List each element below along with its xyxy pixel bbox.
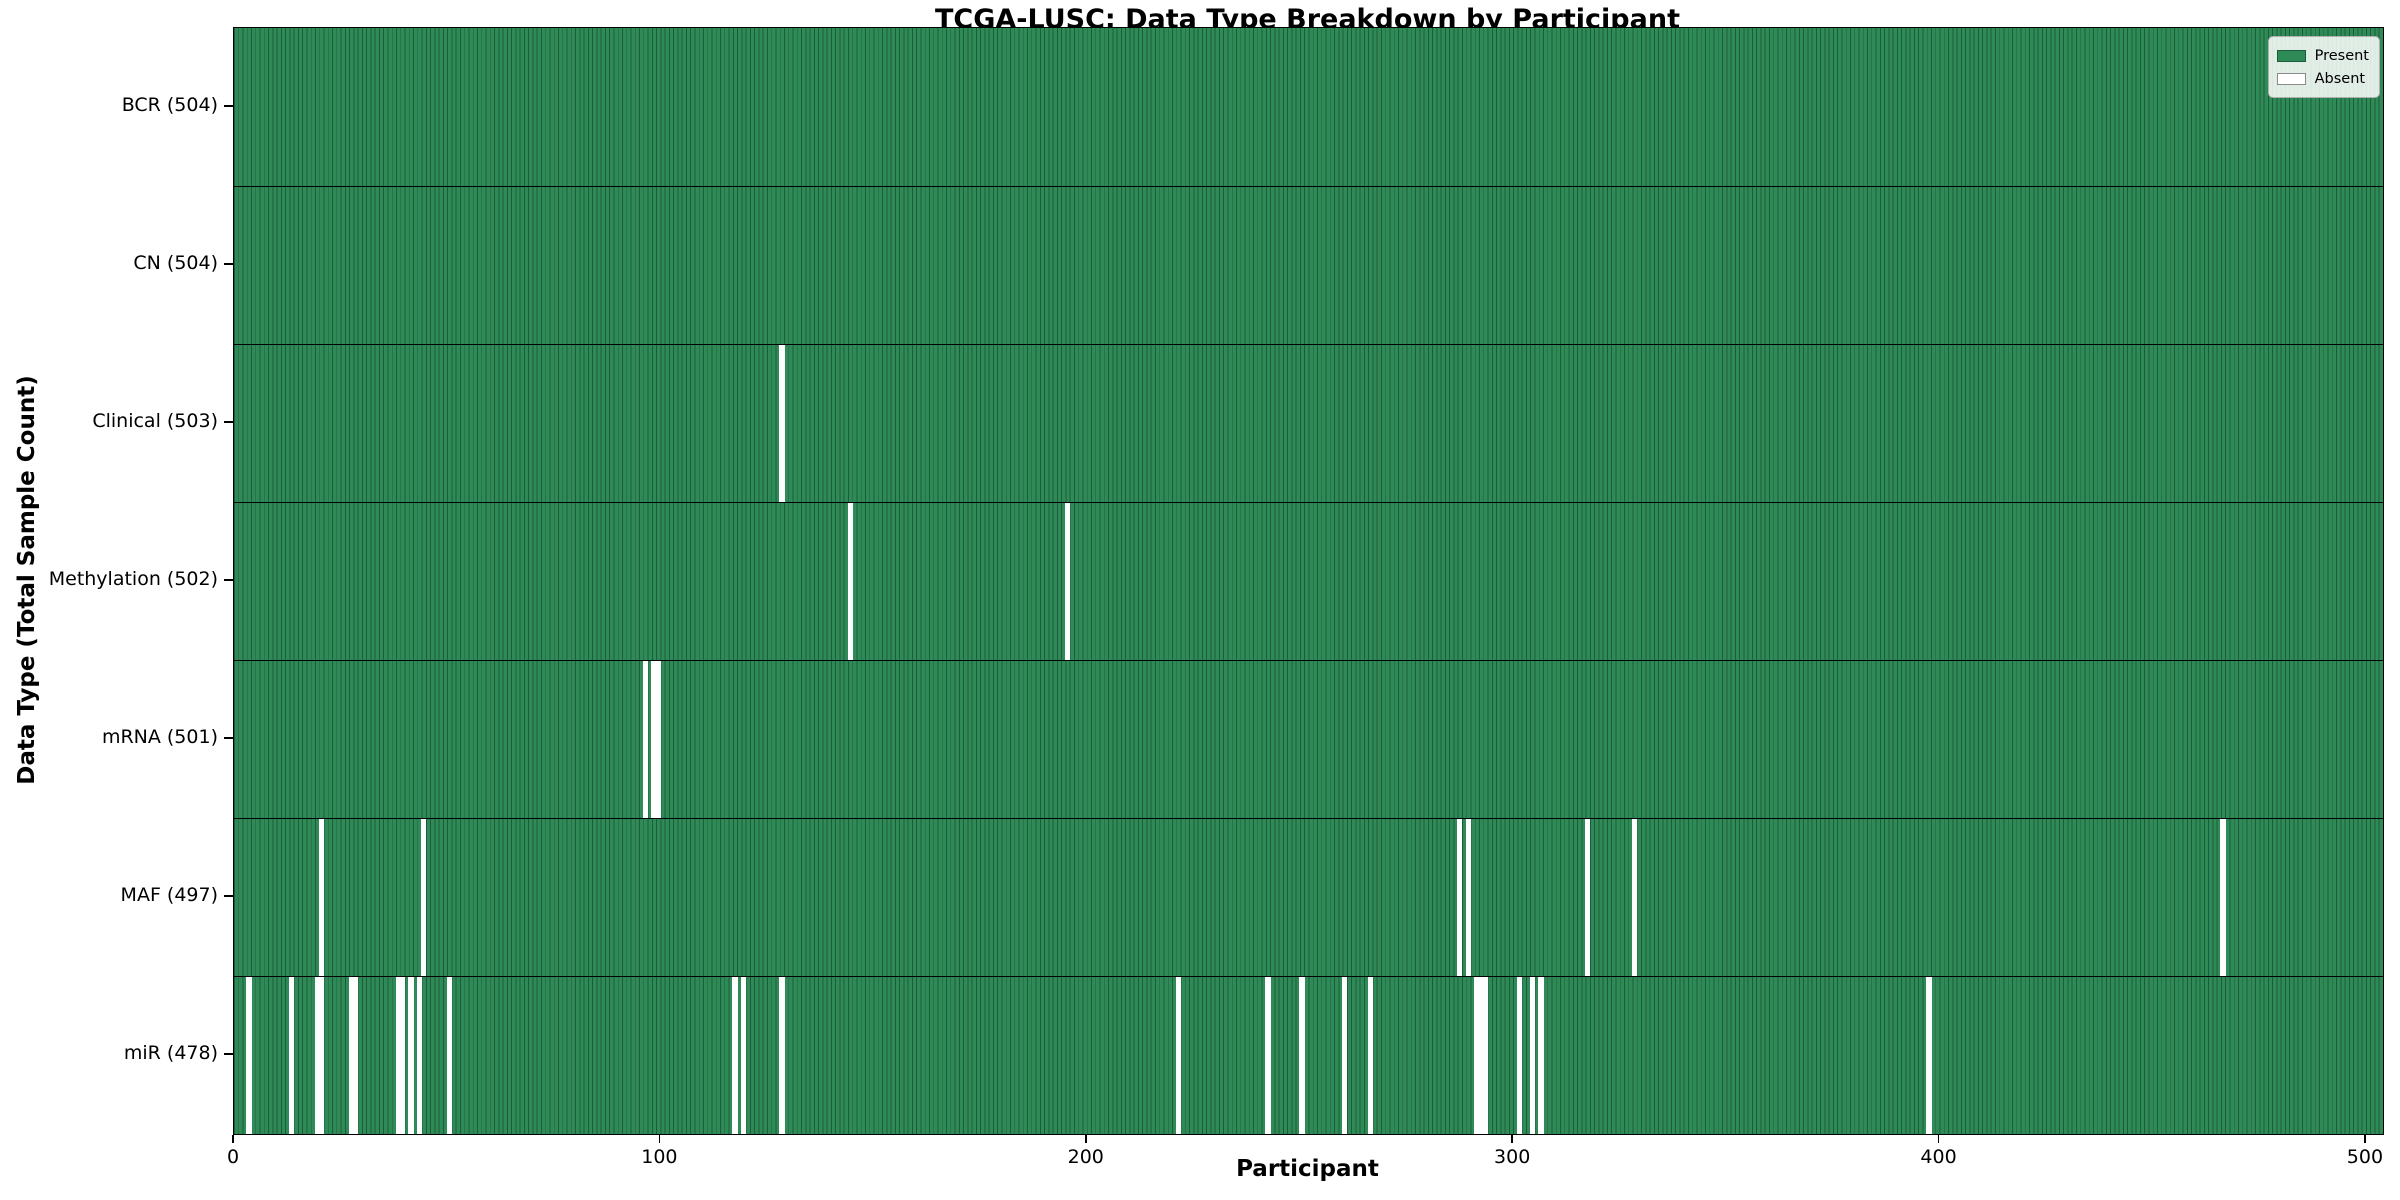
- x-tick-label-300: 300: [1494, 1146, 1531, 1168]
- x-tick-mark: [1937, 1135, 1940, 1143]
- absent-gap-mir-38: [395, 977, 401, 1134]
- x-tick-mark: [1511, 1135, 1513, 1143]
- y-tick-mark: [224, 263, 233, 265]
- legend-label-absent: Absent: [2314, 70, 2366, 87]
- absent-gap-mir-266: [1367, 977, 1373, 1134]
- legend-item-present: Present: [2276, 44, 2369, 67]
- y-tick-label-maf: MAF (497): [120, 884, 218, 906]
- absent-gap-maf-328: [1632, 819, 1638, 976]
- absent-gap-maf-20: [318, 819, 325, 976]
- legend-label-present: Present: [2314, 47, 2369, 64]
- x-tick-mark: [1084, 1135, 1087, 1143]
- absent-gap-mir-306: [1538, 977, 1544, 1134]
- x-tick-mark: [232, 1135, 234, 1143]
- y-tick-label-methylation: Methylation (502): [48, 568, 218, 590]
- absent-gap-mir-3: [246, 977, 252, 1134]
- absent-gap-mrna-96: [642, 661, 649, 818]
- x-tick-label-200: 200: [1067, 1146, 1104, 1168]
- legend-swatch-absent-icon: [2276, 72, 2306, 85]
- absent-gap-mir-39: [399, 977, 406, 1134]
- absent-gap-mir-397: [1926, 977, 1932, 1134]
- data-row-methylation: [234, 502, 2383, 660]
- absent-gap-mir-301: [1516, 977, 1523, 1134]
- absent-gap-mrna-99: [655, 661, 661, 818]
- y-tick-mark: [224, 105, 233, 107]
- absent-gap-mrna-98: [651, 661, 657, 818]
- data-row-clinical: [234, 344, 2383, 502]
- absent-gap-mir-242: [1265, 977, 1271, 1134]
- data-row-bcr: [234, 28, 2383, 186]
- data-row-cn: [234, 186, 2383, 344]
- absent-gap-mir-292: [1478, 977, 1484, 1134]
- x-tick-label-100: 100: [641, 1146, 678, 1168]
- x-tick-label-0: 0: [226, 1146, 240, 1168]
- absent-gap-maf-287: [1457, 819, 1463, 976]
- legend: Present Absent: [2267, 36, 2380, 98]
- absent-gap-mir-28: [352, 977, 359, 1134]
- absent-gap-maf-44: [421, 819, 427, 976]
- y-tick-mark: [224, 579, 233, 581]
- absent-gap-mir-50: [446, 977, 452, 1134]
- absent-gap-mir-291: [1474, 977, 1480, 1134]
- absent-gap-mir-41: [408, 977, 414, 1134]
- y-tick-mark: [224, 737, 233, 739]
- data-row-mrna: [234, 660, 2383, 818]
- absent-gap-methylation-144: [847, 503, 853, 660]
- absent-gap-mir-260: [1342, 977, 1348, 1134]
- absent-gap-mir-293: [1482, 977, 1489, 1134]
- data-row-mir: [234, 976, 2383, 1134]
- absent-gap-clinical-128: [779, 345, 785, 502]
- y-tick-label-mir: miR (478): [123, 1042, 218, 1064]
- absent-gap-mir-13: [288, 977, 295, 1134]
- absent-gap-maf-466: [2220, 819, 2226, 976]
- absent-gap-mir-19: [314, 977, 320, 1134]
- y-tick-label-clinical: Clinical (503): [92, 410, 218, 432]
- absent-gap-mir-304: [1529, 977, 1535, 1134]
- x-tick-mark: [658, 1135, 661, 1143]
- x-axis-label: Participant: [1236, 1156, 1379, 1182]
- y-tick-mark: [224, 895, 233, 897]
- x-tick-label-500: 500: [2346, 1146, 2384, 1168]
- absent-gap-mir-20: [318, 977, 325, 1134]
- absent-gap-mir-27: [348, 977, 354, 1134]
- legend-item-absent: Absent: [2276, 67, 2369, 90]
- absent-gap-mir-43: [416, 977, 423, 1134]
- x-tick-label-400: 400: [1920, 1146, 1957, 1168]
- y-tick-label-bcr: BCR (504): [121, 94, 218, 116]
- plot-area: Present Absent: [233, 27, 2384, 1135]
- y-tick-label-cn: CN (504): [133, 252, 218, 274]
- absent-gap-mir-221: [1175, 977, 1182, 1134]
- y-tick-label-mrna: mRNA (501): [101, 726, 218, 748]
- data-row-maf: [234, 818, 2383, 976]
- x-tick-mark: [2364, 1135, 2366, 1143]
- absent-gap-maf-289: [1465, 819, 1471, 976]
- absent-gap-mir-250: [1299, 977, 1305, 1134]
- y-tick-mark: [224, 421, 233, 423]
- absent-gap-mir-117: [732, 977, 738, 1134]
- y-tick-mark: [224, 1053, 233, 1055]
- absent-gap-methylation-195: [1064, 503, 1071, 660]
- absent-gap-mir-119: [740, 977, 747, 1134]
- absent-gap-maf-317: [1585, 819, 1591, 976]
- legend-swatch-present-icon: [2276, 49, 2306, 62]
- absent-gap-mir-128: [779, 977, 785, 1134]
